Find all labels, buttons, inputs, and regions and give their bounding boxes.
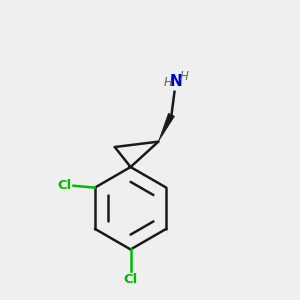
Polygon shape [158,113,175,142]
Text: Cl: Cl [124,273,138,286]
Text: N: N [169,74,182,89]
Text: Cl: Cl [57,179,71,192]
Text: H: H [164,76,172,89]
Text: H: H [180,70,189,83]
